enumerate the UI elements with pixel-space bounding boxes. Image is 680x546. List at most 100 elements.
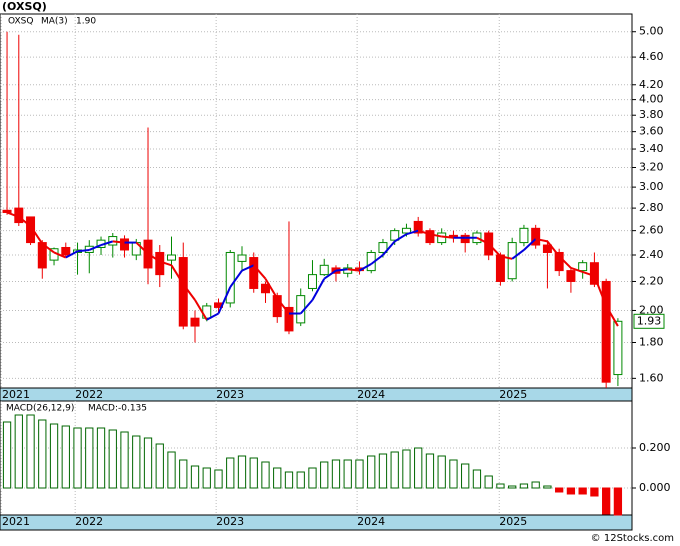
ma-segment <box>88 244 102 251</box>
candle-body <box>495 254 505 282</box>
y-tick-label: 4.20 <box>639 78 664 91</box>
bar <box>190 465 200 489</box>
candle-body <box>566 270 576 282</box>
bar <box>519 483 529 489</box>
y-tick-label: 2.60 <box>639 224 664 237</box>
candle-body <box>531 227 541 246</box>
bar <box>167 451 176 489</box>
ma-segment <box>605 305 619 327</box>
bar <box>132 435 141 489</box>
bar <box>120 431 129 489</box>
bar <box>543 485 552 489</box>
bar <box>38 419 47 489</box>
bar <box>531 481 540 489</box>
x-tick-label: 2023 <box>216 388 244 401</box>
candle-body <box>401 227 411 234</box>
bar <box>566 487 576 495</box>
ma-segment <box>323 269 337 280</box>
ma-segment <box>382 240 396 256</box>
ma-segment <box>41 242 55 254</box>
x-tick-label: 2021 <box>2 388 30 401</box>
candle-body <box>61 246 71 256</box>
bar <box>602 487 611 515</box>
chart-title: (OXSQ) <box>2 0 47 13</box>
bar <box>343 459 352 489</box>
bar <box>26 414 35 489</box>
legend-value: -0.135 <box>118 404 147 414</box>
bar <box>590 487 599 497</box>
ma-segment <box>252 264 267 280</box>
candle-body <box>319 264 329 276</box>
y-tick-label: 2.40 <box>639 248 664 261</box>
candle-body <box>601 280 611 383</box>
legend-ma-value: 1.90 <box>76 17 96 27</box>
y-tick-label: 4.00 <box>639 93 664 106</box>
bar <box>390 451 399 489</box>
candle-body <box>378 242 388 253</box>
candle-body <box>190 317 200 327</box>
bar <box>226 457 235 489</box>
bar <box>202 467 211 489</box>
ma-segment <box>182 283 196 301</box>
ma-segment <box>18 216 32 227</box>
bar <box>367 455 376 489</box>
ma-segment <box>429 233 442 238</box>
y-tick-label: 3.60 <box>639 125 664 138</box>
x-tick-label: 2021 <box>2 515 30 528</box>
ma-segment <box>135 241 149 255</box>
bar <box>613 487 623 516</box>
bar <box>425 453 435 489</box>
ma-segment <box>358 263 372 272</box>
ma-segment <box>6 211 20 218</box>
bar <box>355 459 364 489</box>
bar <box>2 421 12 489</box>
bar <box>508 485 517 489</box>
candle-body <box>272 295 282 318</box>
ma-segment <box>170 264 185 285</box>
bar <box>378 453 388 489</box>
candle-body <box>237 254 247 262</box>
ma-segment <box>264 278 279 300</box>
x-axis-strip <box>0 514 633 531</box>
y-tick-label: 5.00 <box>639 25 664 38</box>
ma-segment <box>570 266 583 273</box>
candle-body <box>507 242 517 280</box>
candle-body <box>284 306 294 332</box>
y-tick-label: 3.20 <box>639 160 664 173</box>
ma-segment <box>241 264 255 272</box>
ma-segment <box>276 297 290 315</box>
bar <box>496 483 505 489</box>
bar <box>331 459 341 489</box>
ma-segment <box>53 251 67 259</box>
ma-segment <box>558 255 572 269</box>
y-tick-label: 3.80 <box>639 108 664 121</box>
bar <box>61 425 70 489</box>
bar <box>296 471 305 489</box>
candle-body <box>249 257 259 289</box>
candle-body <box>578 262 588 272</box>
ma-segment <box>417 229 431 236</box>
candle-body <box>589 262 599 285</box>
candle-body <box>225 251 235 304</box>
x-tick-label: 2024 <box>357 515 385 528</box>
candle-body <box>542 244 552 253</box>
bar <box>284 471 294 489</box>
plot-area <box>0 13 633 389</box>
ma-segment <box>441 235 454 239</box>
bar <box>249 457 258 489</box>
x-tick-label: 2024 <box>357 388 385 401</box>
ma-segment <box>299 299 314 315</box>
ma-segment <box>523 238 537 251</box>
candle-body <box>120 238 130 251</box>
y-tick-label: 0.000 <box>639 481 671 494</box>
bar <box>96 427 106 489</box>
bar <box>155 443 164 489</box>
ma-segment <box>546 240 560 257</box>
candle-body <box>2 209 12 213</box>
candle-body <box>307 274 317 289</box>
ma-segment <box>229 270 243 288</box>
ma-segment <box>217 286 232 314</box>
candle-body <box>178 257 188 327</box>
x-tick-label: 2022 <box>75 388 103 401</box>
legend-title: MACD(26,12,9) <box>6 404 74 414</box>
